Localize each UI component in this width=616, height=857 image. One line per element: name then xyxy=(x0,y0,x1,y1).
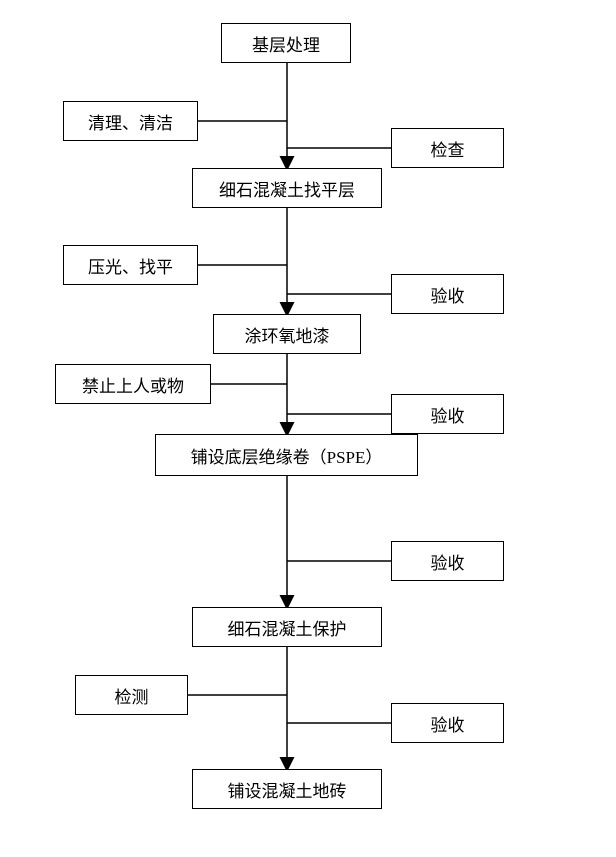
node-n5: 细石混凝土保护 xyxy=(192,607,382,647)
node-label: 基层处理 xyxy=(252,31,320,56)
node-label: 涂环氧地漆 xyxy=(245,322,330,347)
node-s1l: 清理、清洁 xyxy=(63,101,198,141)
node-label: 清理、清洁 xyxy=(88,109,173,134)
node-s2l: 压光、找平 xyxy=(63,245,198,285)
node-s5l: 检测 xyxy=(75,675,188,715)
node-s2r: 验收 xyxy=(391,274,504,314)
node-label: 检测 xyxy=(115,683,149,708)
node-s1r: 检查 xyxy=(391,128,504,168)
node-label: 铺设混凝土地砖 xyxy=(228,777,347,802)
node-label: 验收 xyxy=(431,282,465,307)
node-label: 细石混凝土保护 xyxy=(228,615,347,640)
node-label: 验收 xyxy=(431,711,465,736)
node-s3l: 禁止上人或物 xyxy=(55,364,211,404)
node-n4: 铺设底层绝缘卷（PSPE） xyxy=(155,434,418,476)
node-label: 验收 xyxy=(431,402,465,427)
node-label: 细石混凝土找平层 xyxy=(219,176,355,201)
node-n3: 涂环氧地漆 xyxy=(213,314,361,354)
node-s3r: 验收 xyxy=(391,394,504,434)
node-s5r: 验收 xyxy=(391,703,504,743)
node-label: 检查 xyxy=(431,136,465,161)
node-s4r: 验收 xyxy=(391,541,504,581)
node-label: 压光、找平 xyxy=(88,253,173,278)
node-n1: 基层处理 xyxy=(221,23,351,63)
node-n6: 铺设混凝土地砖 xyxy=(192,769,382,809)
node-label: 禁止上人或物 xyxy=(82,372,184,397)
node-label: 铺设底层绝缘卷（PSPE） xyxy=(191,443,383,468)
node-label: 验收 xyxy=(431,549,465,574)
node-n2: 细石混凝土找平层 xyxy=(192,168,382,208)
